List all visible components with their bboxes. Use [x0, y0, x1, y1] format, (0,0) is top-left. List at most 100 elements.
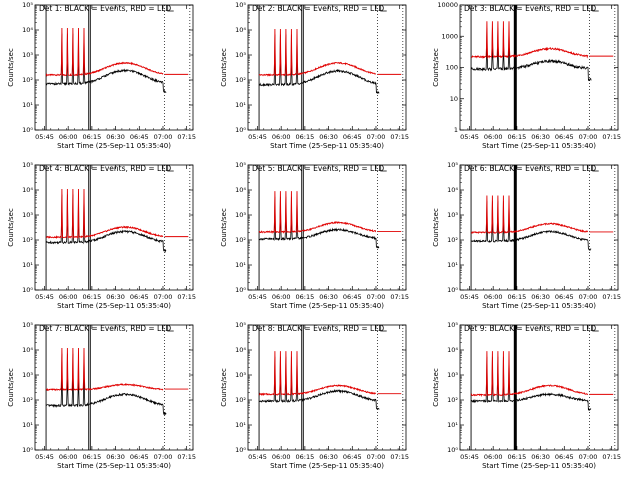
panel-det-4: Det 4: BLACK = Events, RED = LLD 10⁰ 10¹ 10… — [7, 161, 196, 310]
x-tick-label: 07:00 — [154, 293, 173, 301]
panel-title: Det 4: BLACK = Events, RED = LLD — [39, 164, 171, 173]
y-axis-label: Counts/sec — [220, 368, 228, 407]
x-tick-label: 06:30 — [531, 133, 550, 141]
y-tick-label: 100 — [446, 64, 458, 72]
x-tick-label: 07:15 — [602, 453, 621, 461]
y-tick-label: 10³ — [235, 211, 246, 219]
y-tick-label: 10⁰ — [22, 446, 33, 454]
x-tick-label: 07:00 — [579, 453, 598, 461]
y-axis-label: Counts/sec — [7, 208, 15, 247]
y-tick-label: 10⁴ — [22, 186, 33, 194]
x-tick-label: 07:15 — [177, 293, 196, 301]
panel-title: Det 6: BLACK = Events, RED = LLD — [464, 164, 596, 173]
y-tick-label: 10⁰ — [235, 126, 246, 134]
x-tick-label: 06:15 — [296, 293, 315, 301]
y-tick-label: 10⁴ — [22, 26, 33, 34]
x-tick-label: 05:45 — [248, 453, 267, 461]
x-axis-label: Start Time (25-Sep-11 05:35:40) — [482, 462, 596, 470]
y-tick-label: 10⁴ — [235, 26, 246, 34]
x-tick-label: 06:00 — [272, 293, 291, 301]
plot-frame — [247, 164, 407, 291]
x-tick-label: 06:00 — [484, 133, 503, 141]
x-tick-label: 07:15 — [177, 133, 196, 141]
y-tick-label: 10⁵ — [22, 161, 33, 169]
x-tick-label: 06:00 — [484, 293, 503, 301]
lld-series-line — [258, 351, 377, 396]
x-tick-label: 06:45 — [343, 293, 362, 301]
y-tick-label: 10¹ — [235, 101, 246, 109]
x-tick-label: 07:00 — [367, 293, 386, 301]
x-tick-label: 07:00 — [367, 453, 386, 461]
x-tick-label: 07:00 — [367, 133, 386, 141]
x-tick-label: 06:00 — [59, 133, 78, 141]
x-tick-label: 06:15 — [296, 453, 315, 461]
interval-bracket — [167, 325, 174, 332]
y-tick-label: 10⁴ — [447, 346, 458, 354]
x-tick-label: 06:30 — [531, 453, 550, 461]
y-tick-label: 10 — [450, 95, 458, 103]
x-tick-label: 05:45 — [460, 133, 479, 141]
y-axis-label: Counts/sec — [432, 48, 440, 87]
y-tick-label: 10⁵ — [447, 321, 458, 329]
y-tick-label: 10⁵ — [235, 321, 246, 329]
x-tick-label: 06:15 — [83, 293, 102, 301]
y-tick-label: 10³ — [22, 371, 33, 379]
panel-det-1: Det 1: BLACK = Events, RED = LLD 10⁰ 10¹ 10… — [7, 1, 196, 150]
plot-frame — [247, 324, 407, 451]
x-tick-label: 06:00 — [272, 133, 291, 141]
x-tick-label: 06:00 — [272, 453, 291, 461]
x-tick-label: 06:15 — [83, 453, 102, 461]
y-tick-label: 10⁰ — [22, 286, 33, 294]
plot-frame — [34, 164, 194, 291]
x-tick-label: 07:00 — [579, 133, 598, 141]
x-tick-label: 06:45 — [130, 293, 149, 301]
y-axis-label: Counts/sec — [432, 368, 440, 407]
y-tick-label: 10¹ — [22, 101, 33, 109]
x-tick-label: 07:15 — [177, 453, 196, 461]
y-axis-label: Counts/sec — [7, 368, 15, 407]
x-tick-label: 06:30 — [531, 293, 550, 301]
y-tick-label: 10³ — [447, 211, 458, 219]
x-tick-label: 07:15 — [602, 133, 621, 141]
y-tick-label: 10⁰ — [235, 446, 246, 454]
x-tick-label: 07:00 — [154, 453, 173, 461]
x-tick-label: 07:15 — [390, 293, 409, 301]
panel-title: Det 5: BLACK = Events, RED = LLD — [252, 164, 384, 173]
x-tick-label: 06:45 — [343, 453, 362, 461]
x-tick-label: 06:45 — [130, 133, 149, 141]
y-tick-label: 10¹ — [235, 421, 246, 429]
lld-series-line — [45, 188, 164, 240]
y-tick-label: 10³ — [22, 211, 33, 219]
lld-series-line — [470, 195, 588, 235]
x-tick-label: 06:30 — [319, 453, 338, 461]
y-tick-label: 10² — [235, 76, 246, 84]
x-tick-label: 06:45 — [555, 133, 574, 141]
plot-frame — [459, 4, 619, 131]
panel-det-8: Det 8: BLACK = Events, RED = LLD 10⁰ 10¹ 10… — [220, 321, 409, 470]
y-axis-label: Counts/sec — [7, 48, 15, 87]
y-tick-label: 10⁰ — [235, 286, 246, 294]
x-tick-label: 06:15 — [508, 293, 527, 301]
interval-bracket — [380, 5, 387, 12]
x-tick-label: 06:00 — [59, 293, 78, 301]
panel-title: Det 3: BLACK = Events, RED = LLD — [464, 4, 596, 13]
plot-frame — [459, 324, 619, 451]
panel-det-2: Det 2: BLACK = Events, RED = LLD 10⁰ 10¹ 10… — [220, 1, 409, 150]
x-axis-label: Start Time (25-Sep-11 05:35:40) — [57, 462, 171, 470]
x-tick-label: 06:15 — [296, 133, 315, 141]
y-tick-label: 10¹ — [22, 261, 33, 269]
panel-det-3: Det 3: BLACK = Events, RED = LLD 1 10 100 10… — [432, 1, 621, 150]
events-series-line — [258, 34, 380, 94]
y-axis-label: Counts/sec — [220, 208, 228, 247]
y-tick-label: 10⁴ — [235, 186, 246, 194]
y-axis-label: Counts/sec — [220, 48, 228, 87]
y-tick-label: 10⁵ — [22, 1, 33, 9]
y-tick-label: 10¹ — [22, 421, 33, 429]
panel-title: Det 2: BLACK = Events, RED = LLD — [252, 4, 384, 13]
events-series-line — [45, 33, 167, 94]
y-tick-label: 10² — [235, 396, 246, 404]
x-axis-label: Start Time (25-Sep-11 05:35:40) — [482, 302, 596, 310]
y-tick-label: 10³ — [235, 51, 246, 59]
x-tick-label: 06:30 — [106, 133, 125, 141]
plot-frame — [34, 324, 194, 451]
